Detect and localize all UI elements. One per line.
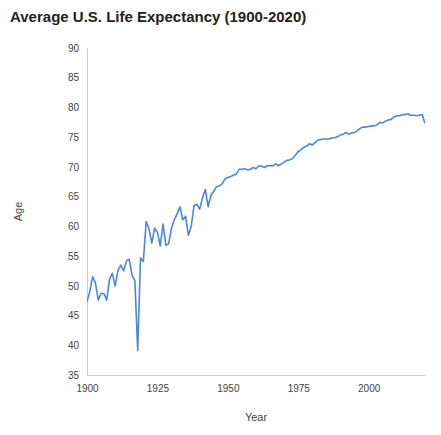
x-tick: 1950 (217, 375, 240, 394)
x-tick: 1975 (288, 375, 311, 394)
y-tick-label: 70 (68, 162, 80, 173)
x-axis-title: Year (245, 411, 268, 423)
x-axis: 1900 1925 1950 1975 2000 (76, 375, 425, 394)
series-group (87, 114, 425, 351)
y-tick: 40 (68, 340, 87, 351)
y-tick-label: 65 (68, 191, 80, 202)
y-tick: 80 (68, 102, 87, 113)
y-tick: 35 (68, 370, 87, 381)
y-axis-title: Age (12, 202, 24, 222)
y-tick-label: 55 (68, 251, 80, 262)
x-tick: 1900 (76, 375, 99, 394)
x-tick-label: 1975 (288, 383, 311, 394)
y-tick: 70 (68, 162, 87, 173)
x-tick-label: 1925 (147, 383, 170, 394)
x-tick: 1925 (147, 375, 170, 394)
y-tick-label: 45 (68, 310, 80, 321)
y-tick-label: 90 (68, 43, 80, 54)
y-tick: 55 (68, 251, 87, 262)
x-axis-line (88, 375, 426, 376)
y-tick-label: 50 (68, 281, 80, 292)
x-tick: 2000 (358, 375, 381, 394)
y-tick-label: 40 (68, 340, 80, 351)
y-tick: 50 (68, 281, 87, 292)
title: Average U.S. Life Expectancy (1900-2020) (10, 8, 306, 25)
x-tick-label: 1900 (76, 383, 99, 394)
y-tick: 65 (68, 191, 87, 202)
y-tick: 45 (68, 310, 87, 321)
y-tick: 60 (68, 221, 87, 232)
chart: Average U.S. Life Expectancy (1900-2020)… (0, 0, 441, 435)
y-tick-label: 80 (68, 102, 80, 113)
y-tick: 90 (68, 43, 87, 54)
plot: 1900 1925 1950 1975 2000 35 40 45 50 55 60 65 70 75 80… (68, 43, 426, 394)
y-tick-label: 85 (68, 72, 80, 83)
y-axis-line (87, 49, 88, 376)
line (87, 114, 425, 351)
y-tick: 75 (68, 132, 87, 143)
x-tick-label: 1950 (217, 383, 240, 394)
y-axis: 35 40 45 50 55 60 65 70 75 80 85 90 (68, 43, 88, 381)
y-tick-label: 75 (68, 132, 80, 143)
y-tick-label: 60 (68, 221, 80, 232)
y-tick-label: 35 (68, 370, 80, 381)
y-tick: 85 (68, 72, 87, 83)
x-tick-label: 2000 (358, 383, 381, 394)
